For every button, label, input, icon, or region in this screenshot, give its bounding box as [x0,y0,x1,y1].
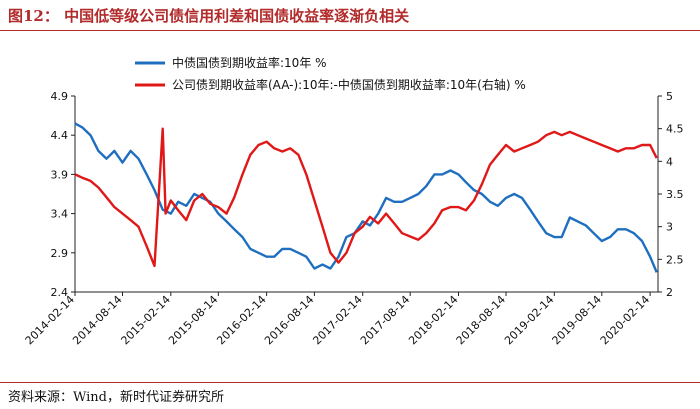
left-tick-label: 3.9 [51,168,69,181]
legend-label-series-0: 中债国债到期收益率:10年 % [172,55,327,70]
series-line-1 [74,127,658,268]
left-axis: 2.4 2.9 3.4 3.9 4.4 4.9 [51,90,75,299]
plot-frame [74,96,659,293]
x-tick-label: 2016-02-14 [214,293,268,347]
x-tick-label: 2014-08-14 [70,293,124,347]
right-tick-label: 4.5 [666,123,684,136]
left-tick-label: 4.4 [51,129,69,142]
chart: 中债国债到期收益率:10年 % 公司债到期收益率(AA-):10年:-中债国债到… [23,55,684,347]
right-tick-label: 2.5 [666,253,684,266]
left-tick-label: 4.9 [51,90,69,103]
x-axis: 2014-02-142014-08-142015-02-142015-08-14… [23,292,652,347]
legend-label-series-1: 公司债到期收益率(AA-):10年:-中债国债到期收益率:10年(右轴) % [172,77,526,92]
right-tick-label: 5 [666,90,673,103]
right-tick-label: 2 [666,286,673,299]
x-tick-label: 2016-08-14 [262,293,316,347]
legend: 中债国债到期收益率:10年 % 公司债到期收益率(AA-):10年:-中债国债到… [135,55,526,92]
left-tick-label: 2.4 [51,286,69,299]
x-tick-label: 2015-02-14 [119,293,173,347]
x-tick-label: 2018-08-14 [454,293,508,347]
x-tick-label: 2019-02-14 [502,293,556,347]
x-tick-label: 2017-02-14 [310,293,364,347]
right-tick-label: 3.5 [666,188,684,201]
right-axis: 2 2.5 3 3.5 4 4.5 5 [658,90,684,299]
x-tick-label: 2015-08-14 [166,293,220,347]
x-tick-label: 2017-08-14 [358,293,412,347]
right-tick-label: 4 [666,155,673,168]
series-layer [74,122,658,273]
left-tick-label: 3.4 [51,208,69,221]
x-tick-label: 2018-02-14 [406,293,460,347]
right-tick-label: 3 [666,221,673,234]
title-divider [0,30,700,31]
x-tick-label: 2014-02-14 [23,293,77,347]
footer-divider [0,382,700,383]
source-note: 资料来源：Wind，新时代证券研究所 [8,390,224,405]
x-tick-label: 2019-08-14 [550,293,604,347]
left-tick-label: 2.9 [51,247,69,260]
figure-title: 图12： 中国低等级公司债信用利差和国债收益率逐渐负相关 [8,7,410,25]
x-tick-label: 2020-02-14 [598,293,652,347]
